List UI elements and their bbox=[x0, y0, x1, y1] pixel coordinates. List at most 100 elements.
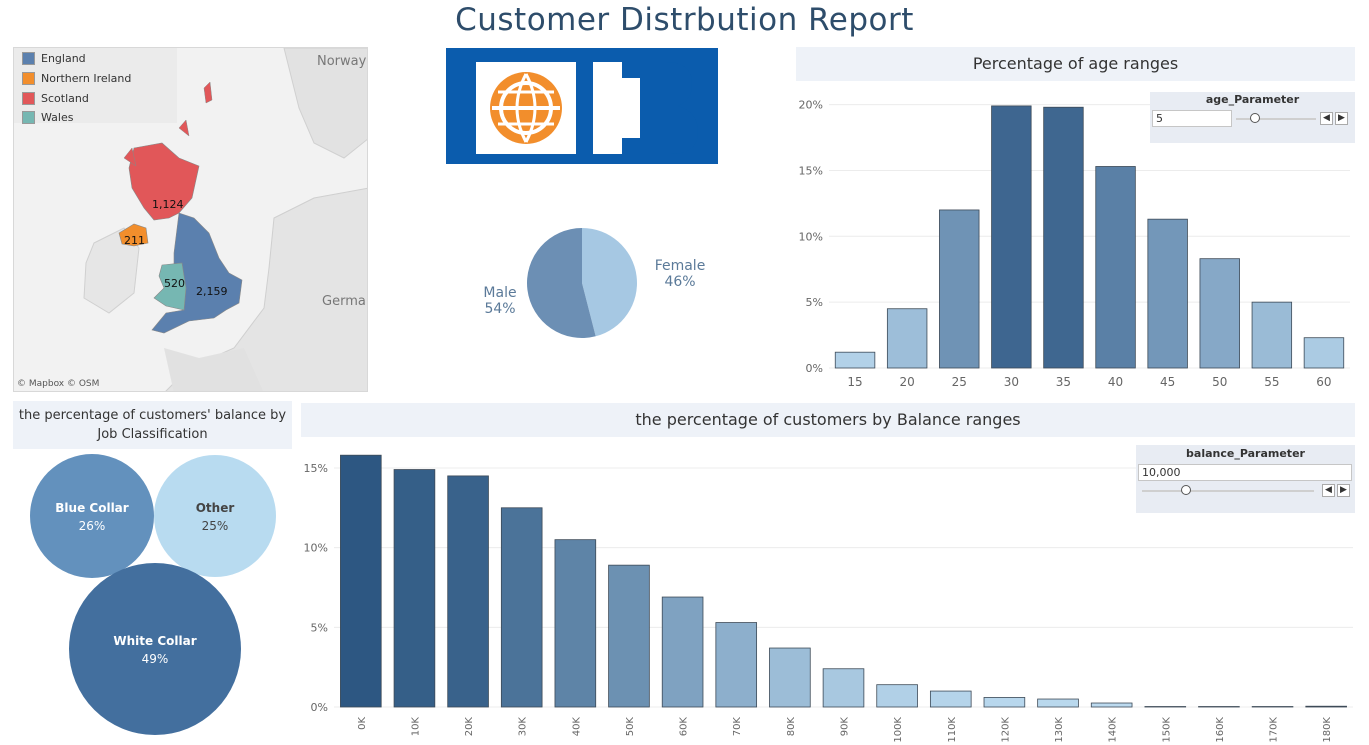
age-slider-track[interactable] bbox=[1236, 118, 1316, 120]
x-tick-label: 30 bbox=[1004, 375, 1019, 389]
legend-swatch bbox=[22, 52, 35, 65]
y-tick-label: 0% bbox=[806, 362, 823, 375]
bubble-label-other: Other bbox=[196, 501, 235, 515]
bar-0K[interactable] bbox=[340, 454, 382, 708]
bar-25[interactable] bbox=[939, 209, 980, 369]
bar-20[interactable] bbox=[886, 308, 928, 369]
bank-logo bbox=[446, 48, 718, 164]
bubble-label-white-collar: White Collar bbox=[113, 634, 196, 648]
legend-item-wales[interactable]: Wales bbox=[22, 111, 73, 124]
y-tick-label: 0% bbox=[311, 701, 328, 714]
bubble-other[interactable] bbox=[154, 455, 276, 577]
bar-40[interactable] bbox=[1095, 166, 1136, 369]
bar-180K[interactable] bbox=[1305, 705, 1347, 708]
bar-60K[interactable] bbox=[661, 596, 704, 708]
legend-item-england[interactable]: England bbox=[22, 52, 86, 65]
y-tick-label: 20% bbox=[799, 99, 823, 112]
y-tick-label: 10% bbox=[799, 230, 823, 243]
bubble-pct-other: 25% bbox=[202, 519, 229, 533]
bubble-pct-white-collar: 49% bbox=[142, 652, 169, 666]
balance-decrement-button[interactable]: ◀ bbox=[1322, 484, 1335, 497]
legend-item-northern-ireland[interactable]: Northern Ireland bbox=[22, 72, 131, 85]
bar-20K[interactable] bbox=[447, 475, 489, 708]
y-tick-label: 15% bbox=[304, 462, 328, 475]
x-tick-label: 120K bbox=[1000, 717, 1011, 743]
scotland-region bbox=[128, 142, 200, 221]
x-tick-label: 0K bbox=[357, 717, 368, 730]
balance-slider-track[interactable] bbox=[1142, 490, 1314, 492]
x-tick-label: 80K bbox=[786, 717, 797, 737]
balance-chart-header: the percentage of customers by Balance r… bbox=[301, 403, 1355, 437]
bar-45[interactable] bbox=[1147, 218, 1188, 369]
age-parameter-control[interactable]: age_Parameter 5 ◀ ▶ bbox=[1150, 92, 1355, 143]
northern-ireland-region bbox=[118, 223, 149, 247]
bar-50[interactable] bbox=[1199, 258, 1240, 369]
bar-30[interactable] bbox=[991, 105, 1032, 369]
y-tick-label: 15% bbox=[799, 164, 823, 177]
legend-swatch bbox=[22, 72, 35, 85]
bar-130K[interactable] bbox=[1037, 698, 1079, 708]
x-tick-label: 45 bbox=[1160, 375, 1175, 389]
age-decrement-button[interactable]: ◀ bbox=[1320, 112, 1333, 125]
bar-55[interactable] bbox=[1251, 301, 1293, 369]
map-credit: © Mapbox © OSM bbox=[17, 379, 100, 389]
gender-pie-chart[interactable] bbox=[520, 222, 645, 347]
age-bar-chart[interactable]: 0% 5% 10% 15% 20% 15 20 25 30 35 40 45 50 55 60 bbox=[796, 84, 1355, 396]
legend-swatch bbox=[22, 111, 35, 124]
balance-parameter-control[interactable]: balance_Parameter 10,000 ◀ ▶ bbox=[1136, 445, 1355, 513]
map-place-norway: Norway bbox=[317, 54, 367, 69]
wales-region bbox=[153, 262, 187, 311]
job-chart-header: the percentage of customers' balance by … bbox=[13, 401, 292, 449]
x-tick-label: 55 bbox=[1264, 375, 1279, 389]
pie-slice-male[interactable] bbox=[526, 228, 596, 338]
x-tick-label: 130K bbox=[1054, 717, 1065, 743]
balance-increment-button[interactable]: ▶ bbox=[1337, 484, 1350, 497]
bar-30K[interactable] bbox=[500, 507, 543, 708]
legend-swatch bbox=[22, 92, 35, 105]
balance-slider-knob[interactable] bbox=[1181, 485, 1191, 495]
map-legend[interactable]: England Northern Ireland Scotland Wales bbox=[14, 48, 177, 124]
bar-15[interactable] bbox=[834, 351, 876, 369]
bar-100K[interactable] bbox=[876, 684, 918, 708]
age-parameter-title: age_Parameter bbox=[1205, 93, 1300, 106]
map-canvas[interactable] bbox=[14, 48, 368, 392]
age-increment-button[interactable]: ▶ bbox=[1335, 112, 1348, 125]
x-tick-label: 60 bbox=[1316, 375, 1331, 389]
map-value-wales: 520 bbox=[164, 277, 185, 290]
x-tick-label: 35 bbox=[1056, 375, 1071, 389]
x-tick-label: 180K bbox=[1322, 717, 1333, 743]
bar-40K[interactable] bbox=[554, 539, 597, 708]
bar-50K[interactable] bbox=[608, 564, 650, 708]
bar-90K[interactable] bbox=[822, 668, 865, 708]
x-tick-label: 15 bbox=[847, 375, 862, 389]
balance-bar-chart[interactable]: 0% 5% 10% 15% 0K 10K 20K 30K 40K 50K 60K 70K 80K 90K 1… bbox=[301, 440, 1355, 745]
pie-label-female: Female 46% bbox=[654, 258, 706, 290]
x-tick-label: 90K bbox=[840, 717, 851, 737]
x-tick-label: 160K bbox=[1215, 717, 1226, 743]
x-tick-label: 140K bbox=[1108, 717, 1119, 743]
bar-70K[interactable] bbox=[715, 622, 758, 708]
pie-slice-female[interactable] bbox=[582, 228, 637, 337]
bar-60[interactable] bbox=[1303, 337, 1345, 369]
bubble-label-blue-collar: Blue Collar bbox=[55, 501, 128, 515]
bar-80K[interactable] bbox=[769, 647, 811, 708]
bubble-pct-blue-collar: 26% bbox=[79, 519, 106, 533]
bubble-white-collar[interactable] bbox=[69, 563, 241, 735]
age-parameter-input[interactable]: 5 bbox=[1152, 110, 1232, 127]
x-tick-label: 70K bbox=[732, 717, 743, 737]
bubble-blue-collar[interactable] bbox=[30, 454, 154, 578]
balance-parameter-input[interactable]: 10,000 bbox=[1138, 464, 1352, 481]
age-slider-knob[interactable] bbox=[1250, 113, 1260, 123]
map-value-england: 2,159 bbox=[196, 285, 228, 298]
bar-120K[interactable] bbox=[983, 697, 1026, 708]
legend-item-scotland[interactable]: Scotland bbox=[22, 92, 89, 105]
bar-110K[interactable] bbox=[929, 690, 972, 708]
map-value-northern-ireland: 211 bbox=[124, 234, 145, 247]
job-bubble-chart[interactable]: Blue Collar 26% Other 25% White Collar 4… bbox=[13, 452, 298, 742]
uk-region-map[interactable]: England Northern Ireland Scotland Wales … bbox=[13, 47, 368, 392]
x-tick-label: 25 bbox=[952, 375, 967, 389]
bar-140K[interactable] bbox=[1090, 702, 1133, 708]
x-tick-label: 170K bbox=[1269, 717, 1280, 743]
bar-35[interactable] bbox=[1043, 106, 1084, 369]
bar-10K[interactable] bbox=[393, 469, 436, 708]
